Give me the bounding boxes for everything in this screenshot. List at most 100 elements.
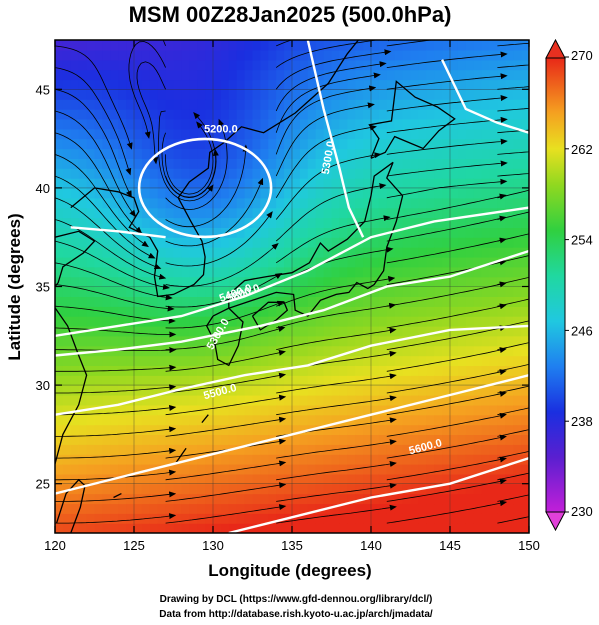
x-tick-label: 140 [360, 538, 382, 553]
streamline [55, 88, 132, 198]
streamline [165, 144, 249, 228]
streamline [55, 110, 136, 218]
streamline [386, 40, 435, 47]
streamline [497, 64, 529, 68]
streamline [386, 73, 508, 90]
streamline [386, 193, 507, 220]
streamline [165, 121, 214, 195]
streamline [162, 40, 166, 47]
streamline [55, 327, 177, 338]
streamline [161, 132, 219, 199]
streamline [497, 233, 529, 242]
streamline [165, 394, 287, 416]
streamline [386, 325, 507, 350]
y-tick-label: 30 [36, 378, 50, 393]
streamline [275, 183, 387, 242]
streamline [276, 327, 397, 350]
streamline [275, 152, 382, 220]
streamline [276, 504, 397, 524]
colorbar-top-arrow [545, 38, 566, 59]
height-contour-line [55, 324, 529, 416]
streamline [497, 450, 529, 459]
streamline [165, 273, 283, 308]
height-contour-line [55, 374, 529, 495]
x-tick-label: 125 [123, 538, 145, 553]
streamline [386, 237, 507, 264]
credit-line-1: Drawing by DCL (https://www.gfd-dennou.o… [160, 594, 433, 605]
streamline [276, 461, 397, 481]
height-contour-line [306, 40, 365, 238]
x-axis-title: Longitude (degrees) [208, 561, 371, 580]
contour-label: 5300.0 [320, 140, 338, 175]
y-axis-title: Latitude (degrees) [5, 213, 24, 360]
streamline [165, 118, 228, 210]
y-axis: 25 30 35 40 45 [36, 82, 529, 492]
y-tick-label: 45 [36, 82, 50, 97]
chart-title: MSM 00Z28Jan2025 (500.0hPa) [129, 2, 452, 27]
streamline [497, 298, 529, 307]
streamline [386, 303, 507, 329]
colorbar-ticks: 270 262 254 246 238 230 [565, 48, 593, 519]
streamline [386, 412, 507, 437]
streamline [276, 395, 397, 416]
streamline [497, 86, 529, 90]
streamline [497, 42, 529, 47]
streamline [55, 284, 175, 312]
streamline [497, 516, 529, 524]
streamline [55, 384, 177, 394]
colorbar-tick-label: 254 [571, 233, 593, 248]
colorbar-bottom-arrow [545, 511, 566, 532]
height-contour-line [70, 226, 166, 239]
streamline [128, 41, 166, 139]
colorbar-tick-label: 230 [571, 504, 593, 519]
streamline [275, 72, 381, 133]
coastline [55, 40, 456, 533]
streamline [386, 390, 507, 416]
streamline [386, 178, 508, 199]
y-tick-label: 40 [36, 181, 50, 196]
streamline [276, 373, 397, 394]
streamline [276, 302, 397, 329]
colorbar-tick-label: 262 [571, 142, 593, 157]
x-tick-label: 135 [281, 538, 303, 553]
streamline [386, 281, 507, 307]
streamline [165, 372, 287, 394]
x-tick-label: 150 [518, 538, 540, 553]
streamline [165, 349, 286, 372]
streamline [497, 107, 529, 112]
streamline [55, 447, 177, 459]
streamline [136, 61, 166, 165]
streamline [497, 151, 529, 155]
height-contour-line [55, 249, 529, 357]
streamline [386, 500, 508, 524]
streamline [55, 67, 132, 176]
colorbar: 270 262 254 246 238 230 [545, 38, 593, 532]
streamline [497, 173, 529, 177]
streamline [386, 456, 507, 481]
streamline [55, 491, 177, 502]
streamline [165, 326, 286, 350]
streamline [275, 124, 377, 199]
colorbar-tick-label: 238 [571, 414, 593, 429]
streamline [386, 116, 508, 134]
streamline [497, 189, 529, 199]
streamline [386, 347, 507, 372]
streamline [275, 102, 375, 177]
streamline [275, 85, 377, 155]
streamline [55, 197, 162, 270]
x-tick-label: 120 [44, 538, 66, 553]
y-tick-label: 25 [36, 477, 50, 492]
streamline [497, 342, 529, 350]
streamline [386, 369, 507, 394]
streamline [55, 175, 156, 259]
streamline [497, 429, 529, 437]
streamline [275, 61, 387, 112]
streamline [497, 363, 529, 372]
streamline [497, 472, 529, 481]
streamline [165, 211, 273, 267]
streamline [165, 460, 287, 481]
contour-label: 5200.0 [204, 124, 238, 136]
streamline [497, 255, 529, 264]
streamline [386, 434, 507, 459]
